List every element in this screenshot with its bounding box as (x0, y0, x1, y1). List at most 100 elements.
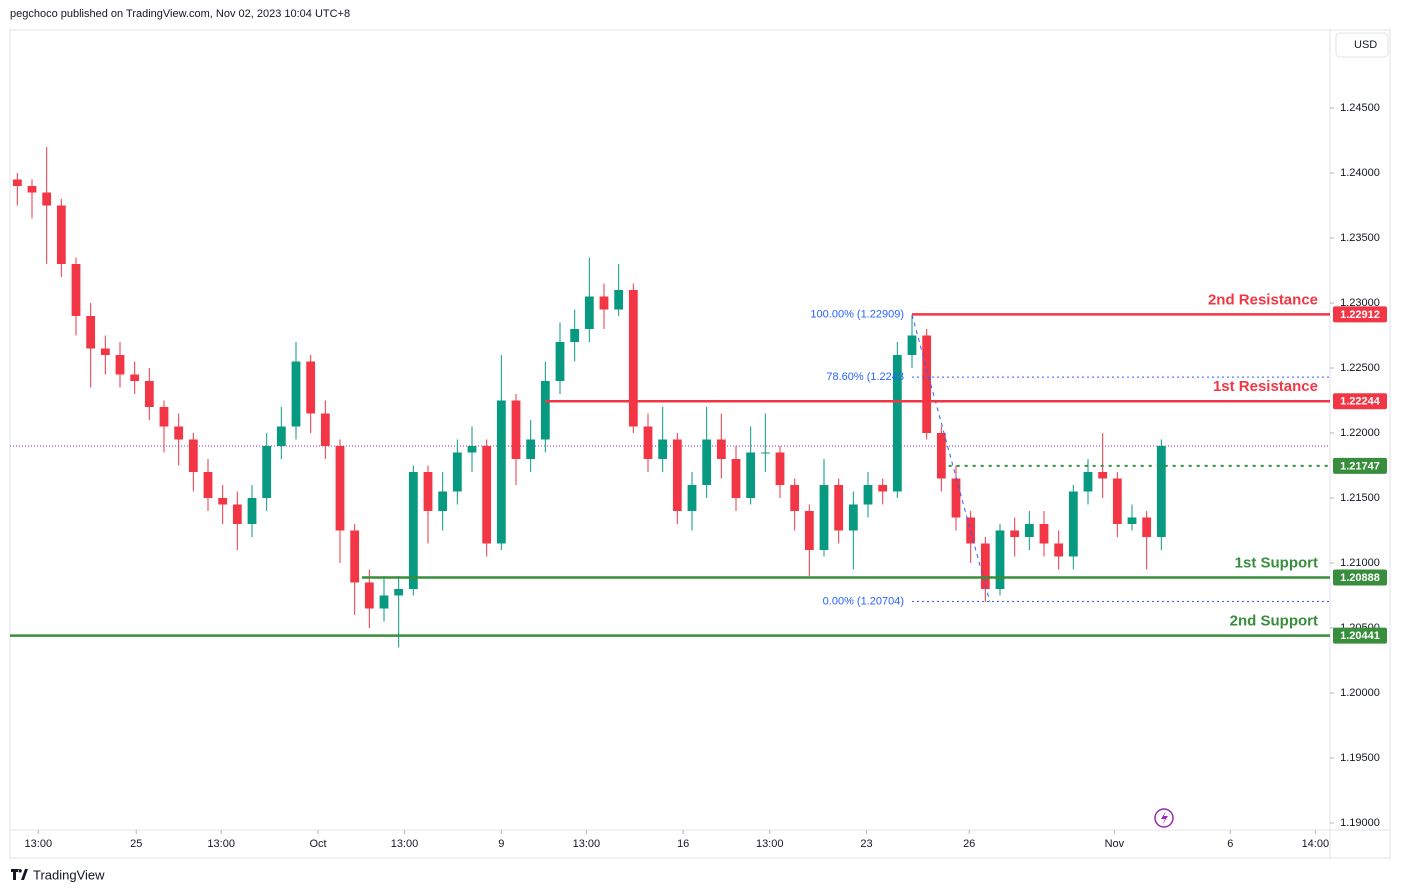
candle-body (702, 439, 712, 485)
candle-body (408, 471, 418, 589)
candle-body (570, 328, 580, 342)
level-label: 1st Resistance (1213, 378, 1318, 395)
candle-body (936, 432, 946, 479)
fib-label: 100.00% (1.22909) (810, 309, 904, 321)
y-tick-label: 1.20000 (1340, 687, 1380, 699)
candle-body (892, 354, 902, 492)
candle-body (907, 335, 917, 355)
level-label: 2nd Support (1230, 613, 1318, 630)
candle-body (966, 517, 976, 544)
candle-body (834, 484, 844, 531)
x-tick-label: 26 (963, 838, 975, 850)
candle-body (672, 439, 682, 511)
price-tag-label: 1.22912 (1340, 309, 1380, 321)
y-tick-label: 1.24500 (1340, 102, 1380, 114)
y-tick-label: 1.19500 (1340, 752, 1380, 764)
candle-body (746, 452, 756, 498)
candle-body (188, 439, 198, 472)
y-tick-label: 1.23000 (1340, 297, 1380, 309)
price-tag (1333, 627, 1387, 644)
candle-body (42, 192, 52, 206)
candle-body (526, 439, 536, 459)
candle-body (1112, 478, 1122, 524)
candle-body (394, 588, 404, 596)
candle-body (276, 426, 286, 446)
candle-body (203, 471, 213, 498)
x-tick-label: Nov (1105, 838, 1125, 850)
candle-body (335, 445, 345, 531)
candle-body (1127, 517, 1137, 524)
candle-body (1039, 523, 1049, 544)
candle-body (658, 439, 668, 459)
candle-body (687, 484, 697, 511)
price-tag (1333, 457, 1387, 474)
brand: TradingView (33, 867, 105, 882)
x-tick-label: 16 (677, 838, 689, 850)
candle-body (262, 445, 272, 498)
x-tick-label: 23 (860, 838, 872, 850)
candle-body (218, 497, 228, 505)
price-tag-label: 1.20888 (1340, 572, 1380, 584)
candle-body (716, 439, 726, 459)
candle-body (628, 289, 638, 427)
candle-body (584, 296, 594, 329)
currency-button[interactable] (1335, 32, 1389, 58)
x-tick-label: 13:00 (207, 838, 235, 850)
candle-body (1010, 530, 1020, 537)
candle-body (247, 497, 257, 524)
price-tag-label: 1.21747 (1340, 460, 1380, 472)
x-tick-label: 13:00 (573, 838, 601, 850)
candle-body (1054, 543, 1064, 557)
y-tick-label: 1.21500 (1340, 492, 1380, 504)
price-tag-label: 1.20441 (1340, 630, 1380, 642)
candle-body (1083, 471, 1093, 492)
event-icon[interactable] (1154, 808, 1174, 828)
chart-frame (9, 29, 1391, 859)
fib-trend (911, 314, 991, 602)
y-tick-label: 1.21000 (1340, 557, 1380, 569)
candle-body (848, 504, 858, 531)
x-tick-label: Oct (309, 838, 326, 850)
y-tick-label: 1.22000 (1340, 427, 1380, 439)
candle-body (467, 445, 477, 453)
y-tick-label: 1.19000 (1340, 817, 1380, 829)
candle-body (306, 361, 316, 414)
candle-body (174, 426, 184, 440)
candle-body (599, 296, 609, 310)
candle-body (1024, 523, 1034, 537)
currency-label: USD (1354, 39, 1377, 51)
candle-body (350, 530, 360, 583)
candle-body (980, 543, 990, 589)
candle-body (364, 582, 374, 609)
candle-body (379, 595, 389, 609)
candle-body (922, 335, 932, 433)
candle-body (320, 413, 330, 446)
x-tick-label: 14:00 (1302, 838, 1330, 850)
y-tick-label: 1.22500 (1340, 362, 1380, 374)
candle-body (100, 348, 110, 355)
candle-body (819, 484, 829, 550)
level-label: 2nd Resistance (1208, 291, 1318, 308)
candle-body (951, 478, 961, 518)
candle-body (790, 484, 800, 511)
candle-body (995, 530, 1005, 589)
fib-label: 78.60% (1.2243 (826, 371, 904, 383)
candle-body (438, 491, 448, 511)
candle-body (863, 484, 873, 505)
candle-body (482, 445, 492, 544)
candle-body (614, 289, 624, 310)
candle-body (1142, 517, 1152, 537)
price-tag (1333, 569, 1387, 586)
x-tick-label: 9 (498, 838, 504, 850)
candle-body (86, 315, 96, 349)
candle-body (27, 185, 37, 193)
candle-body (540, 380, 550, 440)
x-tick-label: 25 (130, 838, 142, 850)
publish-info: pegchoco published on TradingView.com, N… (10, 8, 350, 20)
x-tick-label: 13:00 (756, 838, 784, 850)
level-label: 1st Support (1235, 555, 1318, 572)
candle-body (159, 406, 169, 427)
candle-body (71, 263, 81, 316)
x-tick-label: 6 (1227, 838, 1233, 850)
